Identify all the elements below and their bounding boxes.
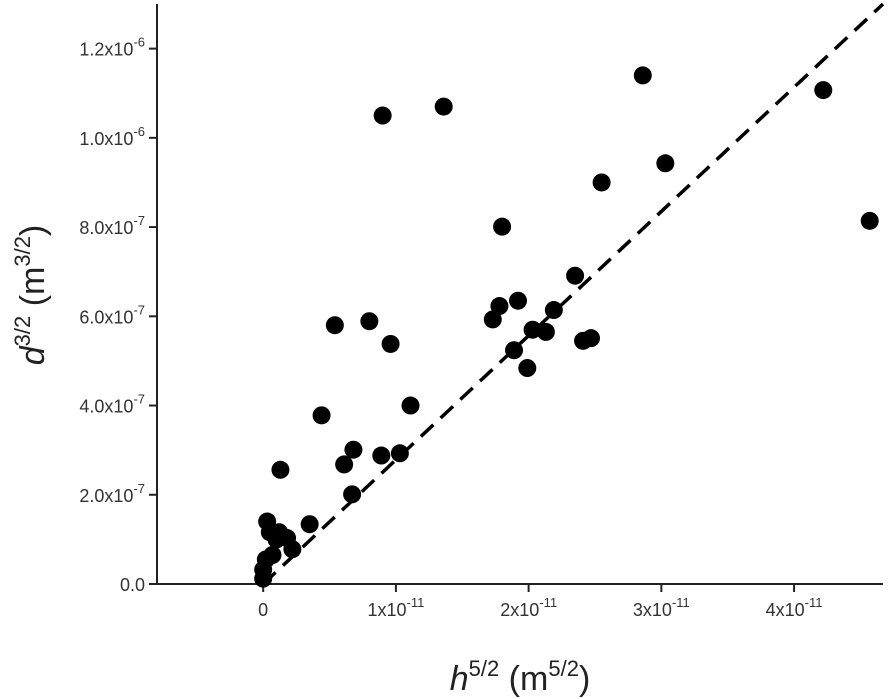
x-tick-label-3: 3x10-11 — [633, 595, 690, 620]
data-point-4 — [258, 512, 277, 531]
y-tick-label-4: 8.0x10-7 — [79, 213, 145, 238]
y-tick-label-6: 1.2x10-6 — [79, 35, 145, 60]
data-point-26 — [493, 217, 512, 236]
y-tick-label-2: 4.0x10-7 — [79, 392, 145, 417]
x-tick-label-1: 1x10-11 — [367, 595, 424, 620]
fit-line — [261, 2, 885, 586]
data-point-12 — [312, 406, 331, 425]
y-axis-title-symbol-sup: 3/2 — [10, 316, 35, 347]
data-point-5 — [263, 546, 282, 564]
x-axis-title-unit-sup: 5/2 — [548, 656, 579, 681]
y-axis-title-unit-sup: 3/2 — [10, 236, 35, 267]
data-point-20 — [381, 334, 400, 353]
data-point-17 — [360, 312, 379, 331]
y-tick-label-5: 1.0x10-6 — [79, 124, 145, 149]
data-point-15 — [344, 440, 363, 459]
data-point-23 — [434, 97, 453, 116]
data-point-10 — [271, 460, 290, 479]
data-point-21 — [390, 444, 409, 463]
data-point-27 — [505, 341, 524, 360]
data-point-9 — [283, 540, 302, 559]
data-point-22 — [401, 396, 420, 415]
x-tick-label-0: 0 — [258, 600, 268, 620]
data-point-29 — [518, 359, 537, 378]
x-axis-title-unit: m — [520, 660, 548, 698]
data-point-32 — [544, 301, 563, 320]
y-axis-title: d3/2 (m3/2) — [10, 225, 52, 366]
fit-line-group — [261, 2, 885, 586]
x-axis-ticks: 0 1x10-11 2x10-11 3x10-11 4x10-11 — [258, 584, 823, 620]
data-point-18 — [372, 446, 391, 465]
y-axis-ticks: 0.0 2.0x10-7 4.0x10-7 6.0x10-7 8.0x10-7 1.0x1… — [79, 35, 157, 595]
data-point-40 — [860, 211, 879, 230]
data-point-24 — [483, 310, 502, 329]
data-point-11 — [300, 515, 319, 534]
x-axis-title: h5/2 (m5/2) — [450, 656, 591, 698]
data-point-19 — [373, 106, 392, 125]
x-tick-label-2: 2x10-11 — [500, 595, 557, 620]
data-point-31 — [536, 322, 555, 341]
x-tick-label-4: 4x10-11 — [766, 595, 823, 620]
data-point-28 — [509, 291, 528, 310]
data-point-13 — [325, 316, 344, 335]
x-axis-title-symbol-sup: 5/2 — [469, 656, 500, 681]
y-axis-title-symbol: d — [14, 345, 52, 365]
data-point-30 — [523, 320, 542, 339]
data-point-38 — [656, 154, 675, 173]
y-tick-label-3: 6.0x10-7 — [79, 302, 145, 327]
data-points — [254, 66, 879, 588]
y-tick-label-0: 0.0 — [120, 575, 145, 595]
y-axis-title-unit: m — [14, 267, 52, 295]
data-point-14 — [335, 455, 354, 474]
data-point-35 — [582, 329, 601, 348]
data-point-33 — [566, 266, 585, 285]
data-point-16 — [343, 485, 362, 504]
data-point-37 — [633, 66, 652, 85]
y-tick-label-1: 2.0x10-7 — [79, 481, 145, 506]
x-axis-title-symbol: h — [450, 660, 469, 698]
data-point-36 — [592, 173, 611, 192]
data-point-25 — [490, 297, 509, 316]
data-point-39 — [814, 81, 833, 100]
